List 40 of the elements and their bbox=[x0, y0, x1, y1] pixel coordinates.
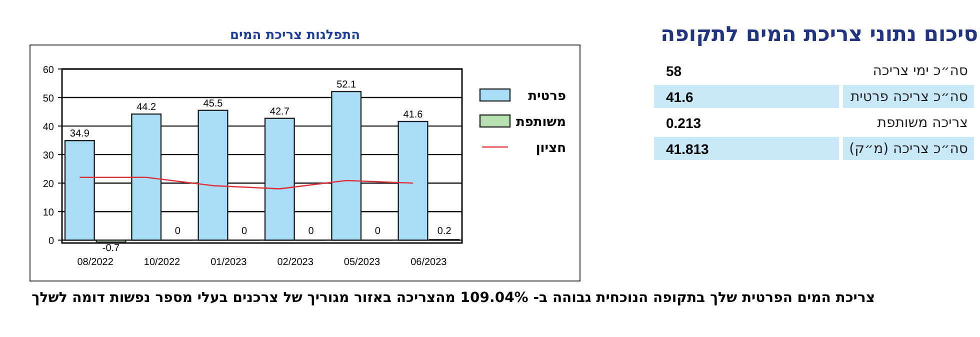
data-label: 41.6 bbox=[403, 109, 424, 120]
legend-label: משותפת bbox=[516, 115, 566, 130]
data-label: 41.6 bbox=[654, 85, 840, 108]
chart-title: התפלגות צריכת המים bbox=[230, 28, 360, 43]
text: סיכום נתוני צריכת המים לתקופה bbox=[660, 22, 978, 46]
data-label: 44.2 bbox=[136, 102, 156, 114]
data-label: 41.813 bbox=[654, 137, 840, 160]
y-tick-label: 20 bbox=[42, 179, 54, 190]
line-series bbox=[79, 176, 414, 190]
data-label: 45.5 bbox=[203, 98, 224, 110]
legend-label: חציון bbox=[536, 141, 566, 156]
data-label: 0 bbox=[374, 226, 381, 238]
y-tick-label: 30 bbox=[42, 150, 54, 162]
x-tick-label: 05/2023 bbox=[344, 257, 381, 268]
text: צריכת המים הפרטית שלך בתקופה הנוכחית גבוהה ב- 109.04% מהצריכה באזור מגוריך של צרכנים בעלי מספר נפשות דומה לשלך bbox=[32, 290, 875, 306]
category-label: צריכה משותפת bbox=[876, 114, 969, 132]
y-tick-label: 10 bbox=[42, 208, 54, 219]
x-tick-label: 02/2023 bbox=[277, 257, 314, 268]
y-tick-label: 60 bbox=[42, 65, 54, 76]
category-label: סה״כ ימי צריכה bbox=[872, 62, 969, 80]
x-tick-label: 06/2023 bbox=[410, 257, 448, 268]
x-tick-label: 01/2023 bbox=[210, 257, 248, 268]
data-label: 0 bbox=[174, 226, 181, 238]
data-label: 42.7 bbox=[270, 106, 290, 118]
x-tick-label: 10/2022 bbox=[144, 257, 181, 268]
data-label: 0.213 bbox=[665, 114, 702, 132]
data-label: 34.9 bbox=[70, 128, 90, 140]
data-label: 52.1 bbox=[336, 80, 356, 91]
y-tick-label: 0 bbox=[48, 236, 54, 248]
data-label: 0 bbox=[242, 226, 248, 238]
y-tick-label: 40 bbox=[42, 122, 54, 134]
data-label: 0 bbox=[308, 226, 314, 238]
data-label: -0.7 bbox=[102, 243, 120, 254]
category-label: סה״כ צריכה פרטית bbox=[843, 85, 974, 108]
x-tick-label: 08/2022 bbox=[77, 257, 114, 268]
data-label: 0.2 bbox=[437, 226, 452, 238]
legend-label: פרטית bbox=[528, 89, 566, 104]
category-label: סה״כ צריכה (מ״ק) bbox=[843, 137, 974, 160]
data-label: 58 bbox=[665, 62, 683, 80]
y-tick-label: 50 bbox=[42, 94, 54, 105]
